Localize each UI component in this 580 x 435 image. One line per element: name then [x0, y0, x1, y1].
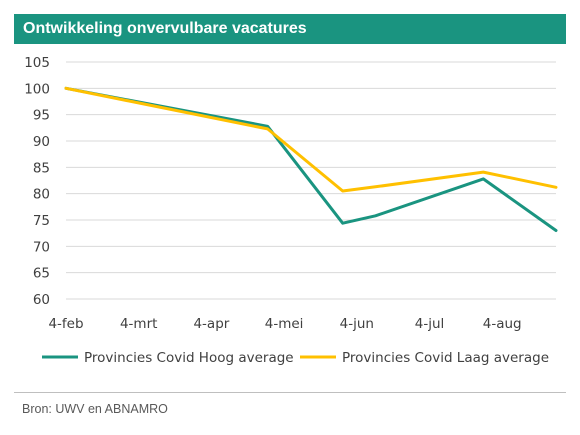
- y-tick-label: 105: [24, 55, 50, 71]
- y-tick-label: 75: [33, 213, 50, 229]
- y-tick-label: 95: [33, 108, 50, 124]
- series-line-provincies-covid-hoog-average: [64, 86, 558, 232]
- y-tick-label: 65: [33, 266, 50, 282]
- source-note: Bron: UWV en ABNAMRO: [22, 402, 168, 416]
- legend-label: Provincies Covid Hoog average: [84, 350, 294, 366]
- y-tick-label: 60: [33, 292, 50, 308]
- y-tick-label: 85: [33, 160, 50, 176]
- divider: [14, 392, 566, 393]
- x-tick-label: 4-jun: [340, 316, 374, 332]
- y-tick-label: 100: [24, 81, 50, 97]
- y-tick-label: 80: [33, 187, 50, 203]
- chart-title: Ontwikkeling onvervulbare vacatures: [14, 14, 566, 44]
- x-tick-label: 4-mei: [265, 316, 304, 332]
- x-tick-label: 4-apr: [193, 316, 229, 332]
- x-tick-label: 4-jul: [415, 316, 445, 332]
- series-line-provincies-covid-laag-average: [64, 86, 558, 193]
- y-tick-label: 70: [33, 239, 50, 255]
- y-tick-label: 90: [33, 134, 50, 150]
- x-tick-label: 4-mrt: [120, 316, 157, 332]
- legend-label: Provincies Covid Laag average: [342, 350, 549, 366]
- x-tick-label: 4-aug: [483, 316, 522, 332]
- x-tick-label: 4-feb: [48, 316, 83, 332]
